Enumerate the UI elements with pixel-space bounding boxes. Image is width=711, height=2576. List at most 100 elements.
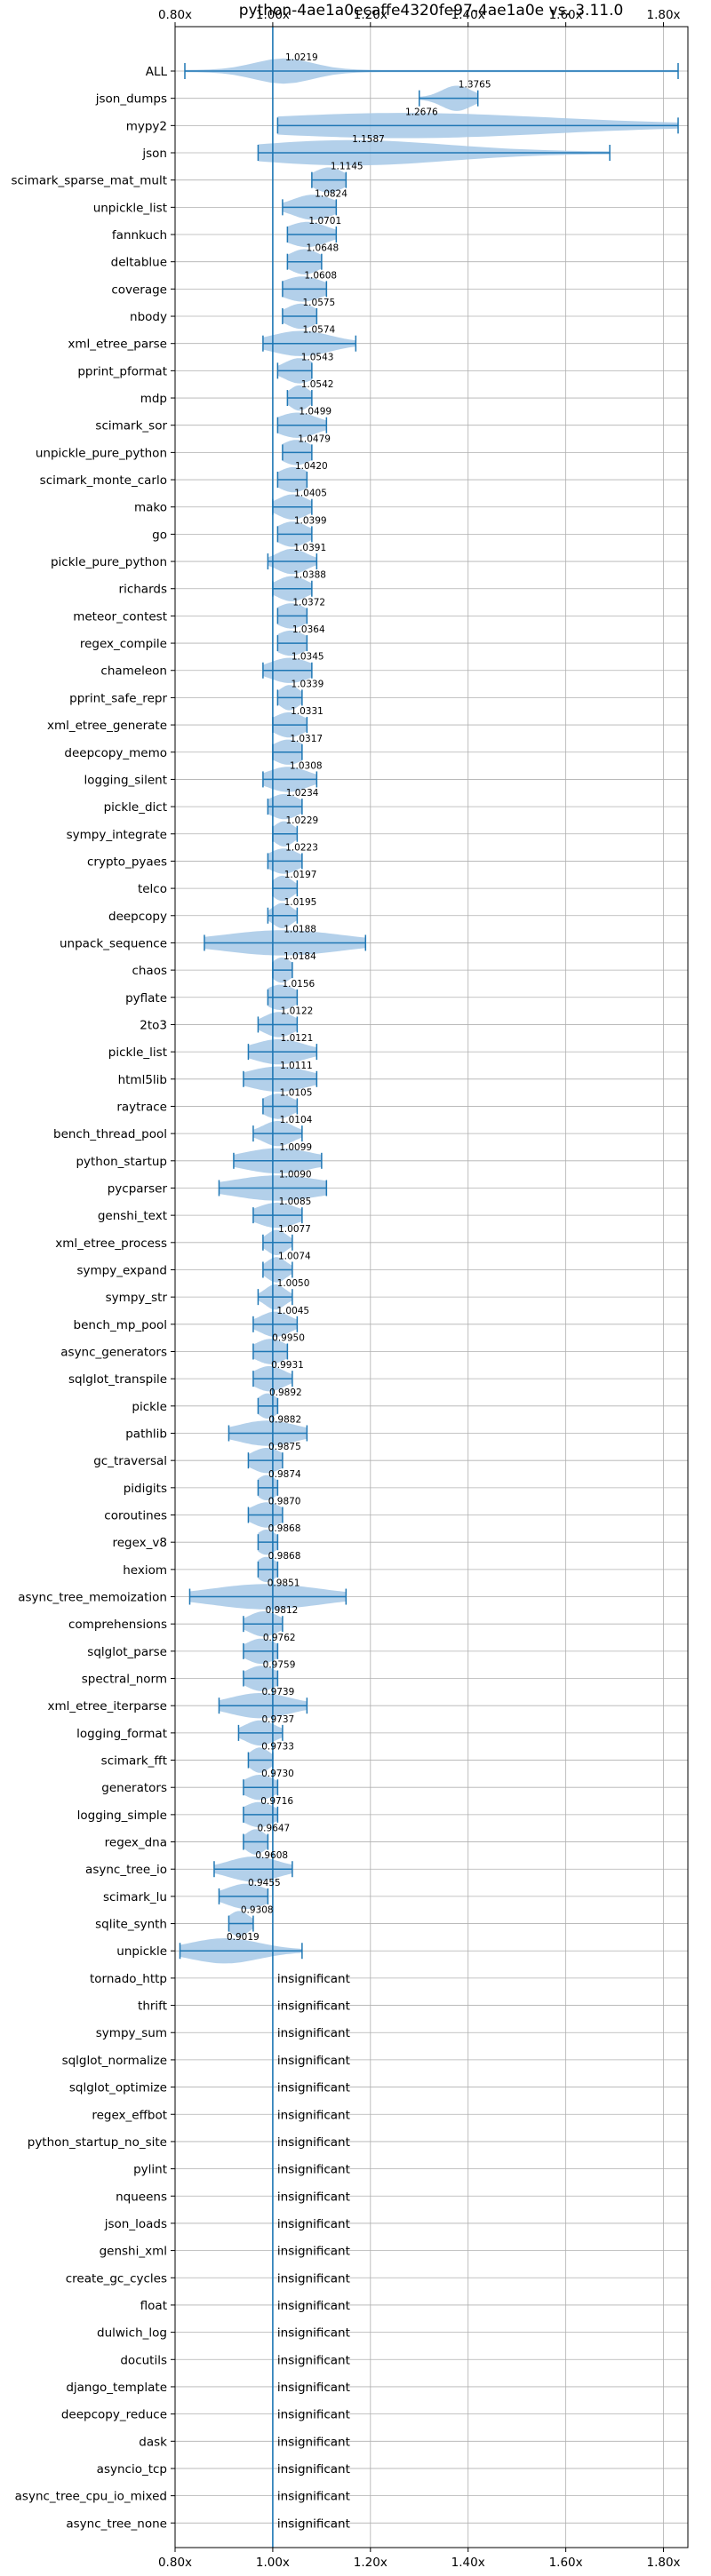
label-layer: 1.0219 1.3765 1.2676 1.1587 1.1145 1.0824 1.07… [227, 52, 491, 2531]
y-tick-label: dulwich_log [97, 2326, 167, 2341]
y-tick-label: chaos [132, 964, 167, 978]
y-tick-label: regex_v8 [112, 1536, 167, 1550]
y-tick-label: regex_compile [80, 637, 167, 651]
y-tick-label: pathlib [125, 1427, 167, 1442]
y-tick-label: pickle_list [108, 1046, 167, 1060]
mean-label: 1.0574 [302, 325, 335, 336]
mean-label: 1.0090 [279, 1169, 312, 1180]
mean-label: 0.9762 [263, 1633, 296, 1643]
mean-label: 1.0234 [286, 788, 319, 799]
y-tick-label: nbody [130, 310, 167, 324]
insignificant-label: insignificant [277, 2245, 350, 2259]
mean-label: 1.3765 [459, 80, 491, 91]
mean-label: 0.9874 [268, 1469, 301, 1480]
mean-label: 1.0184 [284, 951, 316, 962]
y-tick-label: meteor_contest [73, 609, 167, 624]
mean-label: 1.0405 [294, 489, 327, 499]
y-tick-label: deepcopy [108, 910, 167, 924]
mean-label: 0.9019 [227, 1932, 260, 1943]
mean-label: 0.9455 [248, 1878, 281, 1888]
insignificant-label: insignificant [277, 2490, 350, 2504]
y-tick-label: pyflate [125, 991, 167, 1006]
grid-layer [174, 27, 688, 2548]
y-tick-label: json_dumps [95, 92, 167, 107]
x-tick-label-bottom: 1.00x [256, 2556, 290, 2570]
mean-label: 0.9716 [260, 1796, 293, 1807]
mean-label: 1.0156 [282, 979, 315, 990]
mean-label: 1.0122 [281, 1006, 314, 1016]
x-tick-label-top: 1.00x [256, 8, 290, 22]
insignificant-label: insignificant [277, 2299, 350, 2313]
y-tick-label: async_tree_memoization [18, 1591, 167, 1605]
y-tick-label: pidigits [124, 1482, 167, 1496]
y-tick-label: scimark_fft [101, 1754, 167, 1769]
y-tick-label: scimark_sor [95, 419, 167, 433]
y-tick-label: float [140, 2299, 167, 2313]
y-tick-label: logging_silent [84, 773, 167, 787]
y-tick-label: xml_etree_process [55, 1236, 167, 1251]
y-tick-label: pickle_pure_python [51, 555, 167, 569]
y-tick-label: regex_dna [105, 1836, 167, 1850]
y-tick-label: mypy2 [126, 119, 167, 133]
y-tick-label: sympy_integrate [67, 828, 167, 842]
mean-label: 1.0399 [294, 515, 327, 526]
y-tick-label: coverage [111, 282, 167, 297]
y-tick-label: sympy_str [106, 1291, 168, 1305]
mean-label: 1.0372 [292, 597, 325, 608]
mean-label: 1.0111 [280, 1061, 313, 1071]
insignificant-label: insignificant [277, 2408, 350, 2422]
y-tick-label: bench_thread_pool [53, 1127, 167, 1141]
y-tick-label: create_gc_cycles [66, 2271, 167, 2286]
y-tick-label: hexiom [123, 1563, 167, 1578]
mean-label: 0.9308 [241, 1905, 274, 1916]
x-tick-label-bottom: 1.20x [354, 2556, 387, 2570]
x-tick-label-bottom: 1.80x [646, 2556, 680, 2570]
mean-label: 1.0499 [299, 407, 332, 417]
y-tick-label: deepcopy_reduce [61, 2408, 167, 2422]
y-tick-label: deltablue [111, 256, 167, 270]
mean-label: 0.9737 [261, 1714, 294, 1725]
y-tick-label: unpickle_pure_python [36, 446, 167, 460]
mean-label: 1.0420 [295, 461, 328, 472]
y-tick-label: sqlglot_transpile [68, 1372, 167, 1387]
y-tick-label: crypto_pyaes [87, 855, 167, 869]
mean-label: 1.0045 [276, 1306, 309, 1316]
mean-label: 1.0188 [284, 924, 316, 934]
y-tick-label: pickle_dict [104, 800, 167, 815]
y-tick-label: coroutines [104, 1509, 167, 1523]
insignificant-label: insignificant [277, 2271, 350, 2286]
y-tick-label: pprint_safe_repr [69, 691, 167, 705]
y-tick-label: logging_format [76, 1727, 167, 1741]
mean-label: 1.0339 [292, 679, 324, 689]
mean-label: 0.9608 [255, 1850, 288, 1861]
y-tick-label: json [141, 147, 167, 161]
mean-label: 1.1587 [352, 134, 385, 145]
y-tick-label: django_template [66, 2381, 167, 2395]
chart-title: python-4ae1a0ecaffe4320fe97-4ae1a0e vs. … [239, 2, 624, 20]
y-tick-label: async_tree_none [66, 2516, 167, 2531]
x-tick-label-bottom: 0.80x [158, 2556, 192, 2570]
y-tick-label: nqueens [116, 2190, 167, 2204]
mean-label: 0.9882 [268, 1415, 301, 1426]
y-tick-label: raytrace [116, 1100, 167, 1114]
violin-layer [179, 27, 679, 2548]
mean-label: 0.9875 [268, 1442, 301, 1452]
y-tick-label: unpickle [116, 1944, 167, 1959]
mean-label: 1.0391 [293, 543, 326, 553]
mean-label: 1.0074 [278, 1251, 311, 1261]
insignificant-label: insignificant [277, 2108, 350, 2122]
mean-label: 1.0099 [279, 1142, 312, 1153]
mean-label: 1.0223 [285, 842, 318, 853]
y-tick-label: async_generators [60, 1345, 167, 1359]
insignificant-label: insignificant [277, 2054, 350, 2068]
mean-label: 1.0648 [307, 243, 340, 254]
mean-label: 1.0195 [284, 897, 317, 908]
y-tick-label: deepcopy_memo [64, 746, 167, 760]
insignificant-label: insignificant [277, 2516, 350, 2531]
insignificant-label: insignificant [277, 2135, 350, 2150]
mean-label: 0.9851 [268, 1578, 300, 1589]
mean-label: 1.0345 [292, 652, 324, 663]
y-tick-label: xml_etree_iterparse [48, 1699, 168, 1713]
mean-label: 1.0085 [279, 1197, 312, 1207]
